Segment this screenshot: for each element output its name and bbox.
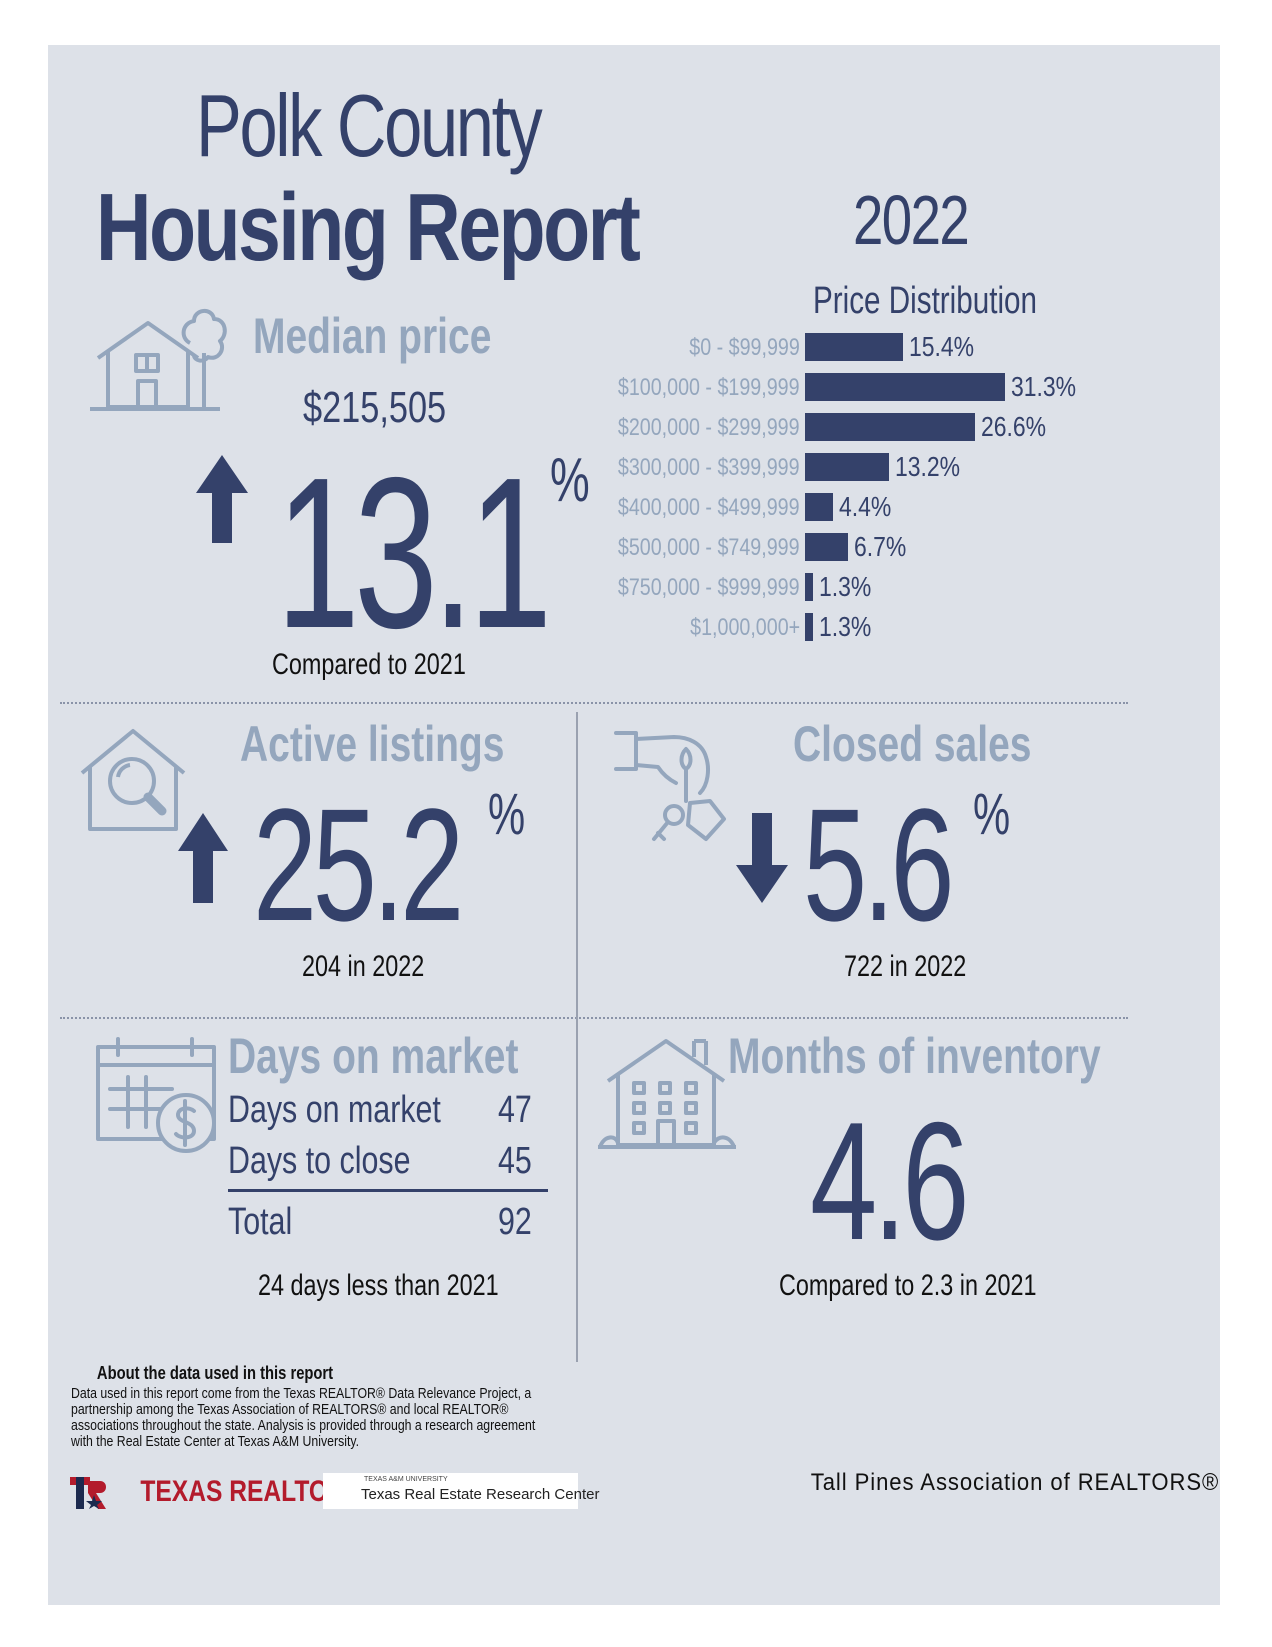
price-distribution-bar bbox=[805, 533, 848, 561]
price-distribution-value: 15.4% bbox=[909, 331, 975, 362]
price-distribution-bar bbox=[805, 453, 890, 481]
total-rule bbox=[228, 1189, 548, 1192]
price-distribution-title: Price Distribution bbox=[813, 280, 1038, 322]
tamu-name: Texas Real Estate Research Center bbox=[361, 1486, 600, 1503]
arrow-down-icon bbox=[736, 813, 788, 903]
closed-sales-change: 5.6 bbox=[803, 775, 955, 954]
price-range-label: $400,000 - $499,999 bbox=[618, 494, 800, 521]
price-range-label: $100,000 - $199,999 bbox=[618, 374, 800, 401]
median-price-value: $215,505 bbox=[303, 383, 447, 432]
price-range-label: $500,000 - $749,999 bbox=[618, 534, 800, 561]
total-label: Total bbox=[228, 1201, 293, 1243]
tamu-small-text: TEXAS A&M UNIVERSITY bbox=[364, 1476, 448, 1483]
price-distribution-bar bbox=[805, 613, 814, 641]
price-distribution-value: 1.3% bbox=[819, 611, 872, 642]
days-to-close-value: 45 bbox=[498, 1140, 532, 1182]
price-distribution-value: 4.4% bbox=[839, 491, 892, 522]
about-title: About the data used in this report bbox=[96, 1363, 334, 1383]
dom-row-label: Days on market bbox=[228, 1089, 441, 1131]
price-range-label: $200,000 - $299,999 bbox=[618, 414, 800, 441]
price-range-label: $750,000 - $999,999 bbox=[618, 574, 800, 601]
median-note: Compared to 2021 bbox=[272, 648, 466, 681]
price-distribution-bar bbox=[805, 333, 904, 361]
closed-sales-label: Closed sales bbox=[793, 716, 1032, 772]
report-year: 2022 bbox=[853, 181, 970, 259]
tamu-logo-box bbox=[323, 1473, 578, 1509]
price-distribution-value: 1.3% bbox=[819, 571, 872, 602]
arrow-up-icon bbox=[178, 813, 228, 903]
divider-vertical bbox=[576, 712, 578, 1362]
calendar-dollar-icon bbox=[96, 1037, 216, 1153]
active-listings-change: 25.2 bbox=[253, 775, 464, 954]
median-percent-sign: % bbox=[550, 446, 590, 515]
price-distribution-bar bbox=[805, 413, 975, 441]
median-change-value: 13.1 bbox=[276, 432, 552, 673]
months-of-inventory-value: 4.6 bbox=[810, 1087, 970, 1275]
price-distribution-value: 13.2% bbox=[895, 451, 961, 482]
report-sheet: Polk County Housing Report 2022 Median p… bbox=[48, 45, 1220, 1605]
active-listings-label: Active listings bbox=[240, 716, 505, 772]
price-range-label: $0 - $99,999 bbox=[689, 334, 800, 361]
price-distribution-value: 6.7% bbox=[853, 531, 907, 562]
price-distribution-value: 31.3% bbox=[1011, 371, 1077, 402]
association-name: Tall Pines Association of REALTORS® bbox=[810, 1469, 1220, 1496]
days-on-market-note: 24 days less than 2021 bbox=[258, 1269, 499, 1302]
days-to-close-label: Days to close bbox=[228, 1140, 411, 1182]
price-range-label: $300,000 - $399,999 bbox=[618, 454, 800, 481]
apartment-building-icon bbox=[598, 1039, 736, 1149]
months-of-inventory-label: Months of inventory bbox=[728, 1028, 1101, 1084]
title-line-1: Polk County bbox=[196, 76, 543, 175]
price-distribution-bar bbox=[805, 573, 814, 601]
divider-top bbox=[60, 702, 1128, 704]
about-text: Data used in this report come from the T… bbox=[71, 1385, 536, 1450]
active-listings-note: 204 in 2022 bbox=[302, 950, 425, 983]
price-distribution-bar bbox=[805, 373, 1005, 401]
title-line-2: Housing Report bbox=[96, 174, 641, 281]
arrow-up-icon bbox=[196, 455, 248, 543]
divider-middle bbox=[60, 1017, 1128, 1019]
house-search-icon bbox=[80, 729, 186, 831]
closed-sales-percent-sign: % bbox=[973, 782, 1011, 847]
dom-row-value: 47 bbox=[498, 1089, 532, 1131]
price-distribution-bar bbox=[805, 493, 834, 521]
total-value: 92 bbox=[498, 1201, 532, 1243]
hand-keys-icon bbox=[614, 731, 726, 841]
price-distribution-value: 26.6% bbox=[980, 411, 1047, 442]
closed-sales-note: 722 in 2022 bbox=[844, 950, 967, 983]
inventory-note: Compared to 2.3 in 2021 bbox=[779, 1269, 1037, 1302]
days-on-market-label: Days on market bbox=[228, 1028, 519, 1084]
house-tree-icon bbox=[90, 309, 227, 411]
texas-realtors-logo-icon bbox=[70, 1477, 106, 1509]
price-range-label: $1,000,000+ bbox=[690, 614, 800, 641]
active-listings-percent-sign: % bbox=[488, 782, 526, 847]
median-price-label: Median price bbox=[253, 308, 492, 364]
